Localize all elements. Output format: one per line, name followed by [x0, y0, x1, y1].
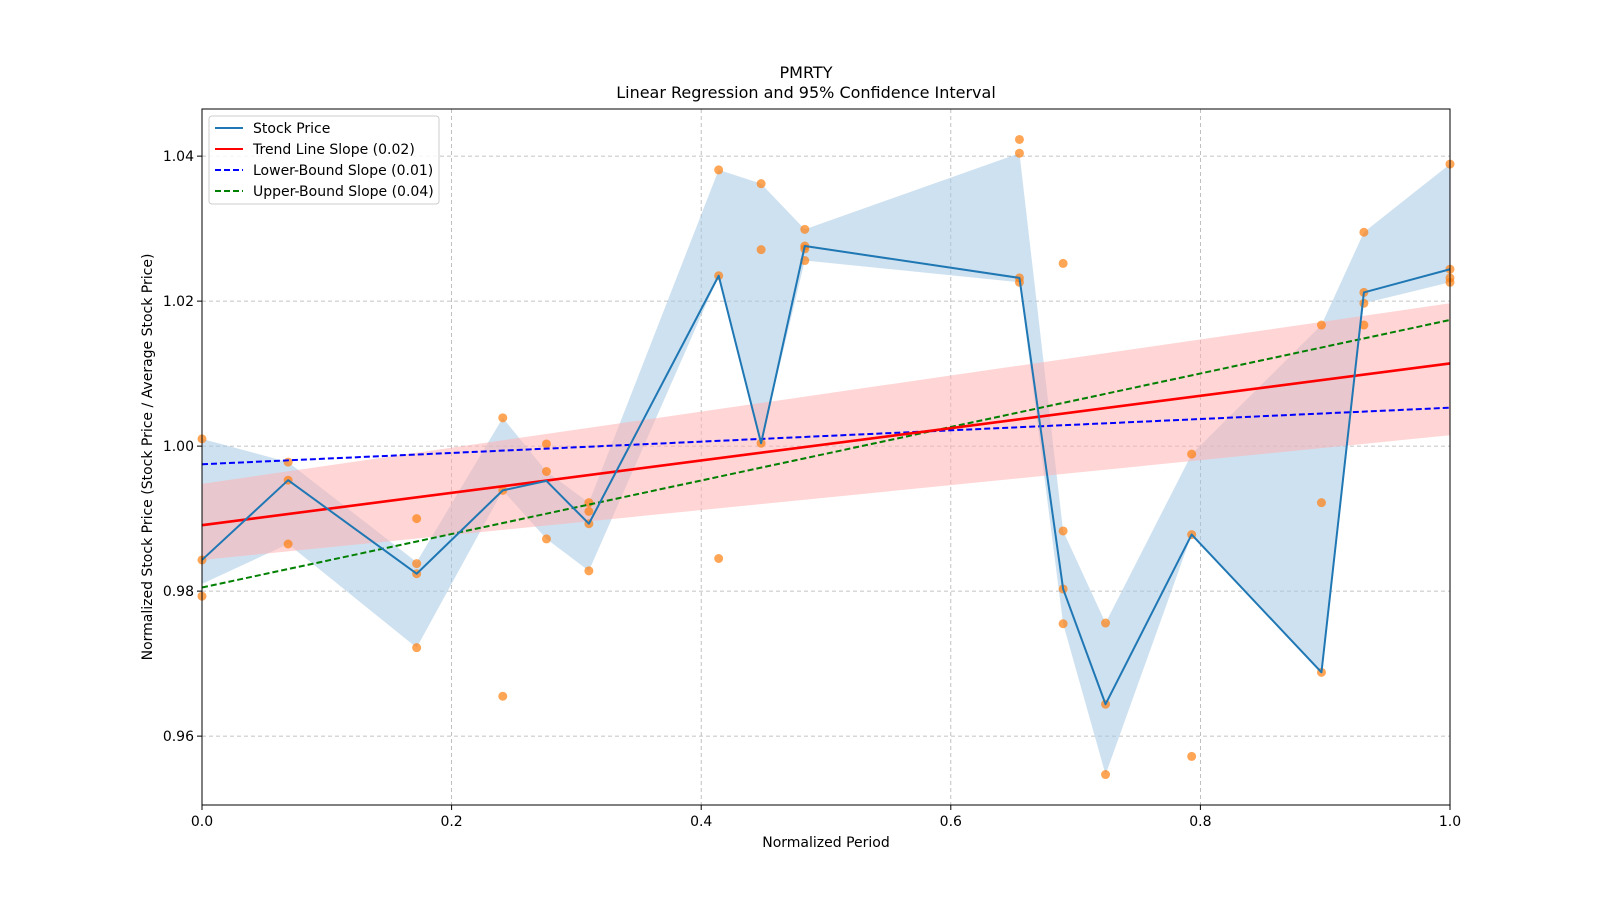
y-tick-label: 1.02	[163, 294, 194, 310]
chart-subtitle: Linear Regression and 95% Confidence Int…	[616, 83, 996, 102]
scatter-point	[714, 554, 724, 563]
trend-line	[201, 362, 1451, 527]
scatter-point	[1187, 449, 1197, 459]
y-axis-ticks: 0.96 0.98 1.00 1.02 1.04	[163, 149, 202, 745]
scatter-point	[1014, 148, 1024, 158]
scatter-point	[1359, 320, 1369, 330]
upper-bound-line	[201, 318, 1451, 589]
legend-label-stock-price: Stock Price	[253, 121, 330, 137]
scatter-point	[541, 467, 551, 476]
stock-price-confidence-band	[202, 153, 1450, 775]
plot-frame	[201, 108, 1451, 806]
y-tick-label: 1.00	[163, 439, 194, 455]
x-tick-label: 0.6	[940, 814, 962, 830]
scatter-point	[584, 506, 594, 516]
scatter-point	[1101, 770, 1111, 780]
legend-label-lower-bound: Lower-Bound Slope (0.01)	[253, 163, 433, 179]
scatter-point	[1316, 498, 1326, 508]
scatter-point	[1058, 526, 1068, 536]
scatter-point	[756, 245, 766, 255]
scatter-point	[756, 179, 766, 189]
x-tick-label: 0.0	[191, 814, 213, 830]
y-tick-label: 0.96	[163, 729, 194, 745]
scatter-point	[1187, 751, 1197, 761]
series-lines	[201, 245, 1451, 706]
scatter-point	[584, 566, 594, 576]
scatter-point	[1101, 618, 1111, 628]
x-tick-label: 0.8	[1189, 814, 1211, 830]
stock-price-line	[201, 245, 1451, 706]
x-axis-label: Normalized Period	[762, 835, 890, 851]
scatter-point	[541, 439, 551, 449]
x-tick-label: 0.2	[440, 814, 462, 830]
legend: Stock Price Trend Line Slope (0.02) Lowe…	[208, 115, 440, 205]
y-axis-label: Normalized Stock Price (Stock Price / Av…	[140, 254, 156, 661]
scatter-point	[1316, 320, 1326, 330]
scatter-point	[412, 559, 422, 569]
scatter-point	[498, 691, 508, 701]
y-tick-label: 0.98	[163, 584, 194, 600]
y-tick-label: 1.04	[163, 149, 194, 165]
trend-line-confidence-band	[202, 303, 1450, 560]
x-tick-label: 0.4	[690, 814, 712, 830]
scatter-point	[1359, 227, 1369, 237]
scatter-point	[1014, 134, 1024, 144]
legend-box	[208, 115, 440, 205]
scatter-point	[1058, 258, 1068, 268]
scatter-point	[800, 224, 810, 234]
scatter-point	[283, 457, 293, 467]
x-tick-label: 1.0	[1439, 814, 1461, 830]
scatter-point	[541, 534, 551, 544]
x-axis-ticks: 0.0 0.2 0.4 0.6 0.8 1.0	[191, 805, 1461, 830]
confidence-bands	[202, 153, 1450, 775]
scatter-point	[412, 643, 422, 653]
scatter-point	[714, 165, 724, 175]
scatter-point	[283, 539, 293, 549]
lower-bound-line	[201, 406, 1451, 466]
scatter-point	[412, 514, 422, 524]
chart-title: PMRTY	[780, 63, 833, 82]
scatter-point	[498, 413, 508, 423]
legend-label-upper-bound: Upper-Bound Slope (0.04)	[253, 184, 434, 200]
scatter-point	[1058, 619, 1068, 629]
legend-label-trend-line: Trend Line Slope (0.02)	[252, 142, 415, 158]
